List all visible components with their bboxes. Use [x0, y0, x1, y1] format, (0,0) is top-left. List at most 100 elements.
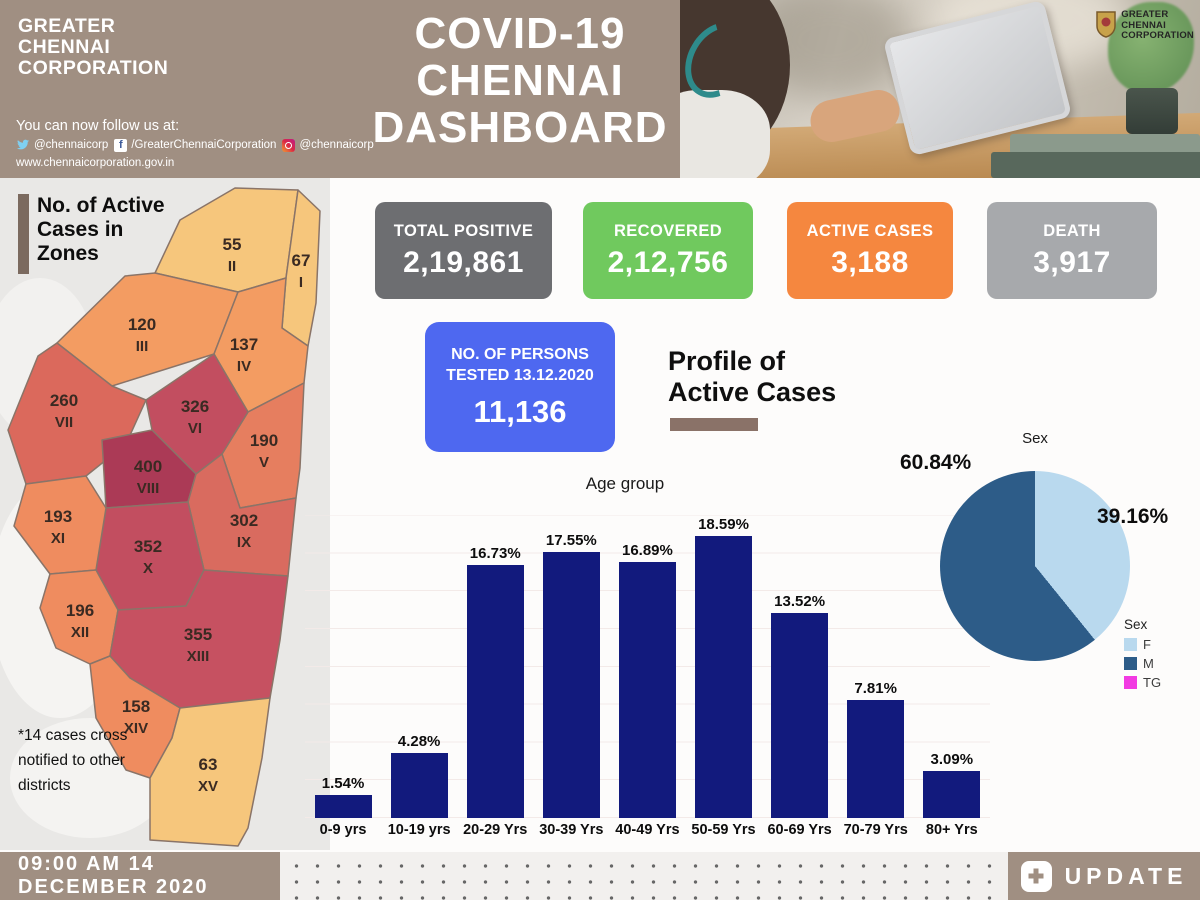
legend-row-TG: TG: [1124, 675, 1161, 690]
zone-roman-IX: IX: [237, 534, 251, 551]
zone-shape-XV: [149, 697, 271, 847]
photo-org-logo-text: GREATER CHENNAI CORPORATION: [1121, 9, 1194, 41]
zone-shape-X: [95, 501, 205, 611]
legend-label: TG: [1143, 675, 1162, 690]
bar-group: 1.54%: [305, 515, 381, 818]
photo-book: [1010, 134, 1200, 154]
pie-annotation-male: 60.84%: [900, 451, 972, 474]
photo-plant: [1108, 2, 1194, 94]
gcc-crest-icon: [1096, 11, 1116, 38]
twitter-link[interactable]: @chennaicorp: [16, 138, 108, 152]
pie-legend-title: Sex: [1124, 617, 1148, 632]
bar-group: 4.28%: [381, 515, 457, 818]
age-bar-chart: 1.54% 4.28% 16.73% 17.55% 16.89% 18.59% 13.52%…: [305, 515, 990, 818]
page-title-line: DASHBOARD: [372, 103, 668, 152]
photo-book: [991, 152, 1200, 178]
stat-label: RECOVERED: [613, 221, 723, 240]
bar: [466, 564, 524, 818]
bar: [390, 753, 448, 818]
legend-label: F: [1143, 637, 1151, 652]
zone-value-V: 190: [250, 431, 278, 450]
org-logo-line: GREATER: [18, 15, 116, 37]
zone-roman-I: I: [299, 274, 303, 291]
bar-value-label: 4.28%: [397, 733, 441, 751]
follow-us-label: You can now follow us at:: [16, 118, 180, 134]
zone-value-XIII: 355: [184, 625, 212, 644]
website-link[interactable]: www.chennaicorporation.gov.in: [16, 157, 175, 169]
facebook-icon: f: [114, 138, 128, 152]
facebook-link[interactable]: f /GreaterChennaiCorporation: [114, 138, 277, 152]
age-chart-title: Age group: [585, 474, 665, 493]
map-heading-text: No. of Active Cases in Zones: [37, 194, 165, 265]
twitter-icon: [16, 139, 30, 150]
bar-group: 16.73%: [457, 515, 533, 818]
update-button[interactable]: UPDATE: [1008, 852, 1200, 900]
zone-roman-II: II: [228, 258, 236, 275]
facebook-handle: /GreaterChennaiCorporation: [131, 139, 277, 151]
profile-section-heading: Profile of Active Cases: [668, 346, 837, 407]
stat-value: 2,19,861: [403, 245, 524, 279]
zone-roman-VIII: VIII: [137, 480, 160, 497]
page-title: COVID-19 CHENNAI DASHBOARD: [350, 10, 690, 151]
map-footnote: *14 cases cross notified to other distri…: [18, 727, 128, 794]
bar-category-label: 50-59 Yrs: [691, 822, 756, 838]
bar-value-label: 16.73%: [469, 544, 521, 562]
legend-label: M: [1143, 656, 1154, 671]
zone-value-IX: 302: [230, 511, 258, 530]
zone-value-VII: 260: [50, 391, 78, 410]
legend-swatch: [1124, 638, 1137, 651]
zone-roman-XIV: XIV: [124, 720, 148, 737]
bar: [542, 552, 600, 818]
bar: [695, 536, 753, 818]
page-title-line: COVID-19: [414, 9, 626, 58]
zone-value-IV: 137: [230, 335, 258, 354]
photo-org-logo: GREATER CHENNAI CORPORATION: [1095, 9, 1194, 42]
bar-group: 13.52%: [762, 515, 838, 818]
plus-icon: [1020, 860, 1052, 892]
org-logo-line: CHENNAI: [18, 36, 111, 58]
page-title-line: CHENNAI: [416, 56, 624, 105]
pie-title: Sex: [1022, 430, 1048, 447]
stat-label: TOTAL POSITIVE: [393, 221, 534, 240]
instagram-handle: @chennaicorp: [299, 139, 374, 151]
age-category-labels: 0-9 yrs 10-19 yrs 20-29 Yrs 30-39 Yrs 40-49 …: [305, 822, 990, 838]
bar-value-label: 13.52%: [774, 593, 826, 611]
update-button-label: UPDATE: [1064, 862, 1188, 889]
bar-category-label: 60-69 Yrs: [767, 822, 832, 838]
last-updated-timestamp: 09:00 AM 14 DECEMBER 2020: [0, 852, 280, 900]
bar-category-label: 40-49 Yrs: [615, 822, 680, 838]
bar-category-label: 10-19 yrs: [387, 822, 451, 838]
zone-value-XII: 196: [66, 601, 94, 620]
stat-value: 3,188: [831, 245, 909, 279]
bar-value-label: 1.54%: [321, 774, 365, 792]
org-logo: GREATER CHENNAI CORPORATION: [18, 16, 168, 79]
bar-value-label: 7.81%: [854, 679, 897, 697]
stat-label: ACTIVE CASES: [806, 221, 934, 240]
zone-choropleth-map: 55 II 67 I 120 III 137 IV 190 V 326 VI 260 VII 400 VIII…: [0, 187, 321, 847]
bar-group: 18.59%: [685, 515, 761, 818]
header-banner: GREATER CHENNAI CORPORATION You can now …: [0, 0, 680, 178]
zone-value-XIV: 158: [122, 697, 150, 716]
org-logo-line: CORPORATION: [18, 57, 169, 79]
instagram-link[interactable]: @chennaicorp: [282, 138, 374, 152]
stat-value: 2,12,756: [607, 245, 729, 279]
instagram-icon: [282, 138, 296, 152]
bar-category-label: 20-29 Yrs: [463, 822, 528, 838]
header-photo: GREATER CHENNAI CORPORATION: [680, 0, 1200, 178]
photo-plant-pot: [1126, 88, 1178, 134]
stat-card-active-cases: ACTIVE CASES 3,188: [787, 202, 953, 299]
bar-category-label: 70-79 Yrs: [843, 822, 908, 838]
bar: [847, 699, 905, 818]
bar-category-label: 30-39 Yrs: [539, 822, 604, 838]
legend-row-F: F: [1124, 637, 1161, 652]
zone-value-X: 352: [134, 537, 162, 556]
social-links: @chennaicorp f /GreaterChennaiCorporatio…: [16, 138, 374, 152]
legend-swatch: [1124, 676, 1137, 689]
zone-roman-VII: VII: [55, 414, 73, 431]
zone-roman-XI: XI: [51, 530, 65, 547]
bar-group: 3.09%: [914, 515, 990, 818]
twitter-handle: @chennaicorp: [34, 139, 109, 151]
map-heading: No. of Active Cases in Zones: [18, 194, 165, 274]
pie-annotation-female: 39.16%: [1097, 505, 1169, 528]
bar-value-label: 16.89%: [621, 542, 673, 560]
